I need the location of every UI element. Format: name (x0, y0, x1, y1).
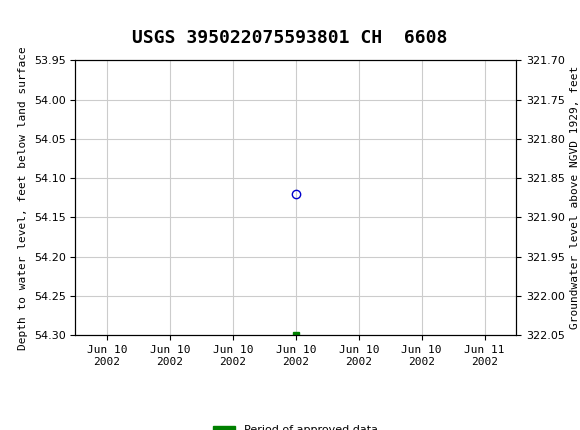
Y-axis label: Depth to water level, feet below land surface: Depth to water level, feet below land su… (18, 46, 28, 350)
Legend: Period of approved data: Period of approved data (209, 421, 383, 430)
Y-axis label: Groundwater level above NGVD 1929, feet: Groundwater level above NGVD 1929, feet (570, 66, 580, 329)
Text: USGS 395022075593801 CH  6608: USGS 395022075593801 CH 6608 (132, 29, 448, 47)
Text: ≡USGS: ≡USGS (9, 10, 74, 28)
